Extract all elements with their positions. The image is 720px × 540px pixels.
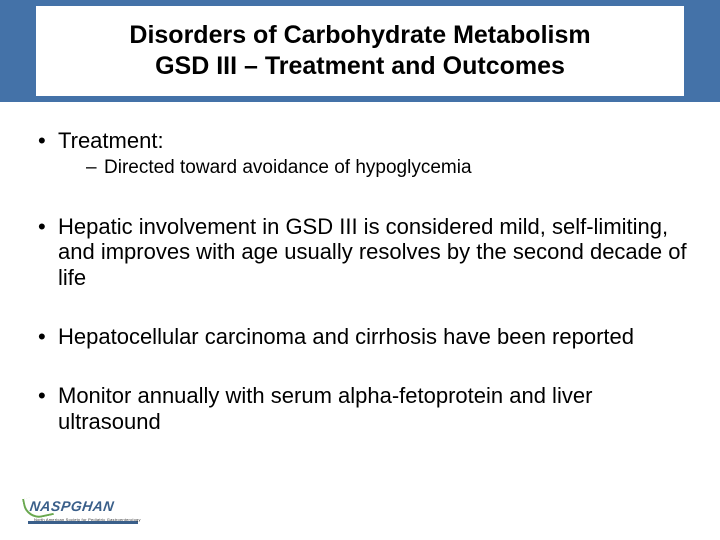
bullet-item: Hepatocellular carcinoma and cirrhosis h… [38, 324, 696, 349]
bullet-item: Treatment: Directed toward avoidance of … [38, 128, 696, 180]
sub-bullet-list: Directed toward avoidance of hypoglycemi… [58, 157, 696, 180]
bullet-text: Treatment: [58, 128, 164, 153]
bullet-item: Monitor annually with serum alpha-fetopr… [38, 383, 696, 434]
sub-bullet-item: Directed toward avoidance of hypoglycemi… [86, 157, 696, 180]
bullet-text: Monitor annually with serum alpha-fetopr… [58, 383, 592, 433]
logo-text: NASPGHAN [29, 498, 115, 514]
bullet-text: Hepatocellular carcinoma and cirrhosis h… [58, 324, 634, 349]
logo-subtext: North American Society for Pediatric Gas… [34, 517, 141, 522]
bullet-list: Treatment: Directed toward avoidance of … [24, 128, 696, 434]
slide: Disorders of Carbohydrate Metabolism GSD… [0, 0, 720, 540]
sub-bullet-text: Directed toward avoidance of hypoglycemi… [104, 157, 472, 178]
logo: NASPGHAN North American Society for Pedi… [28, 488, 138, 524]
title-box: Disorders of Carbohydrate Metabolism GSD… [36, 6, 684, 96]
title-line-1: Disorders of Carbohydrate Metabolism [36, 20, 684, 51]
body-content: Treatment: Directed toward avoidance of … [24, 128, 696, 468]
bullet-text: Hepatic involvement in GSD III is consid… [58, 214, 687, 290]
bullet-item: Hepatic involvement in GSD III is consid… [38, 214, 696, 290]
title-line-2: GSD III – Treatment and Outcomes [36, 51, 684, 82]
